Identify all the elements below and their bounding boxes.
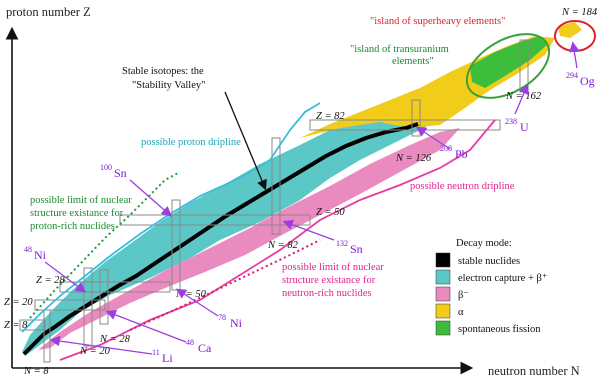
svg-text:Li: Li [162,351,173,365]
nuclide-sn100: 100 Sn [100,163,172,217]
label-n184: N = 184 [561,7,598,18]
svg-text:238: 238 [505,117,517,126]
annotation-limit-neutron-3: neutron-rich nuclides [282,288,372,299]
svg-text:Ni: Ni [34,248,47,262]
annotation-island-superheavy: "island of superheavy elements" [370,16,505,27]
annotation-stable-1: Stable isotopes: the [122,66,204,77]
legend-label-ec: electron capture + β⁺ [458,273,547,284]
legend-label-alpha: α [458,307,464,318]
svg-text:U: U [520,120,529,134]
svg-text:132: 132 [336,239,348,248]
legend-swatch-ec [435,269,451,285]
svg-text:Sn: Sn [114,166,127,180]
legend-label-beta-minus: β⁻ [458,290,469,301]
nuclide-og294: 294 Og [566,41,595,88]
fission-region [470,36,548,88]
neutron-limit-curve [129,239,321,331]
x-axis-title: neutron number N [488,364,580,378]
legend-swatch-stable [435,252,451,268]
svg-text:48: 48 [24,245,32,254]
svg-text:78: 78 [218,313,226,322]
y-axis-title: proton number Z [6,5,91,19]
nuclide-sn132: 132 Sn [282,219,363,256]
svg-text:48: 48 [186,338,194,347]
annotation-island-transuranium-1: "island of transuranium [350,44,449,55]
svg-text:294: 294 [566,71,578,80]
label-z8: Z = 8 [4,320,28,331]
legend-label-fission: spontaneous fission [458,324,541,335]
legend-swatch-beta-minus [435,286,451,302]
nuclide-ca48: 48 Ca [105,309,212,355]
label-n162: N = 162 [505,91,542,102]
label-n126: N = 126 [395,153,432,164]
annotation-limit-proton-2: structure existance for [30,208,124,219]
stable-nuclides-line [22,122,419,356]
annotation-limit-neutron-1: possible limit of nuclear [282,262,384,273]
svg-text:Pb: Pb [455,147,468,161]
label-z20: Z = 20 [4,297,33,308]
annotation-neutron-dripline: possible neutron dripline [410,181,515,192]
legend-swatch-alpha [435,303,451,319]
ec-beta-plus-region [22,110,430,356]
label-z28: Z = 28 [36,275,65,286]
label-n8: N = 8 [23,366,49,377]
svg-text:Ni: Ni [230,316,243,330]
nuclide-ni48: 48 Ni [24,245,87,293]
annotation-limit-proton-1: possible limit of nuclear [30,195,132,206]
svg-text:Sn: Sn [350,242,363,256]
label-z82: Z = 82 [316,111,345,122]
nuclide-pb208: 208 Pb [415,126,468,161]
neutron-dripline-curve [59,119,496,361]
svg-text:Ca: Ca [198,341,212,355]
alpha-region-tip [558,22,582,38]
annotation-island-transuranium-2: elements" [392,56,434,67]
label-n50: N = 50 [175,289,207,300]
legend-label-stable: stable nuclides [458,256,520,267]
nuclide-ni78: 78 Ni [175,288,243,330]
nuclide-li11: 11 Li [49,335,173,365]
beta-minus-region [38,128,460,350]
proton-limit-curve [29,171,181,319]
label-n20: N = 20 [79,346,111,357]
stable-pointer [224,91,267,191]
label-n82: N = 82 [267,240,299,251]
annotation-limit-neutron-2: structure existance for [282,275,376,286]
nuclide-u238: 238 U [505,83,529,134]
annotation-stable-2: "Stability Valley" [132,80,205,91]
label-n28: N = 28 [99,334,131,345]
legend: Decay mode: stable nuclides electron cap… [435,238,547,336]
annotation-limit-proton-3: proton-rich nuclides [30,221,115,232]
label-z50: Z = 50 [316,207,345,218]
legend-title: Decay mode: [456,238,512,249]
annotation-proton-dripline: possible proton dripline [141,137,241,148]
svg-text:Og: Og [580,74,595,88]
svg-text:11: 11 [152,348,160,357]
legend-swatch-fission [435,320,451,336]
svg-text:100: 100 [100,163,112,172]
svg-text:208: 208 [440,144,452,153]
